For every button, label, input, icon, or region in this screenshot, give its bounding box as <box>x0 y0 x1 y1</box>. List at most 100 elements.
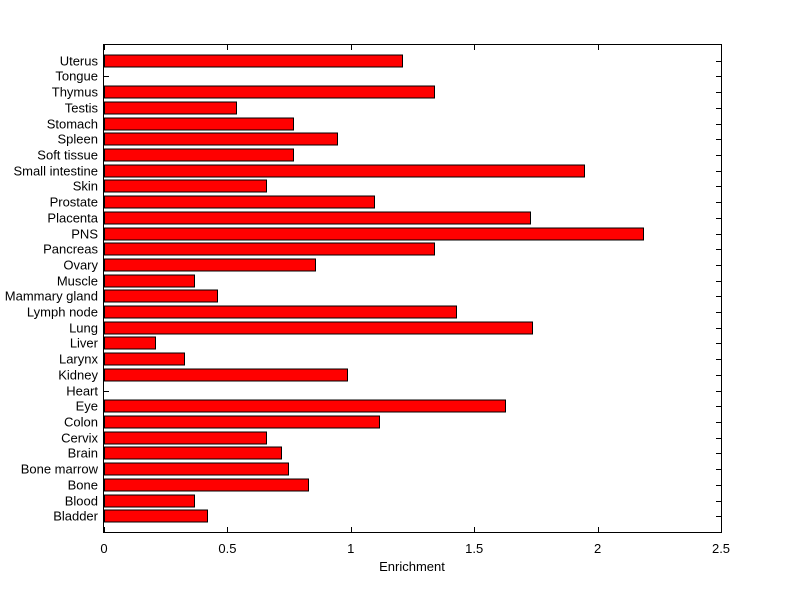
x-tick-label: 0 <box>100 541 108 556</box>
y-tick-right <box>716 312 721 314</box>
y-tick-label: Pancreas <box>43 241 98 257</box>
bar-eye <box>104 399 507 413</box>
y-tick-label: Bone <box>67 477 98 493</box>
x-tick-bottom <box>227 527 229 532</box>
bar-soft-tissue <box>104 148 295 162</box>
y-tick-label: Muscle <box>56 273 98 289</box>
y-tick-right <box>716 422 721 424</box>
x-tick-label: 1 <box>347 541 355 556</box>
bar-pancreas <box>104 242 435 256</box>
y-tick-label: Colon <box>64 414 98 430</box>
y-tick-label: Tongue <box>55 68 98 84</box>
y-tick-label: Thymus <box>51 84 98 100</box>
y-tick-label: Skin <box>72 178 98 194</box>
y-tick-right <box>716 264 721 266</box>
bar-testis <box>104 101 238 115</box>
y-tick-right <box>716 202 721 204</box>
y-tick-right <box>716 390 721 392</box>
y-tick-right <box>716 296 721 298</box>
bar-lymph-node <box>104 305 457 319</box>
y-tick-label: Bone marrow <box>20 461 98 477</box>
bar-prostate <box>104 195 376 209</box>
x-tick-top <box>474 45 476 50</box>
y-tick-label: Spleen <box>57 131 98 147</box>
bar-bone <box>104 478 309 492</box>
x-tick-label: 2 <box>593 541 602 556</box>
y-tick-label: Bladder <box>53 508 98 524</box>
bar-blood <box>104 494 196 508</box>
x-tick-label: 2.5 <box>711 541 731 556</box>
x-tick-bottom <box>721 527 722 532</box>
x-tick-top <box>350 45 352 50</box>
bar-small-intestine <box>104 164 586 178</box>
x-tick-label: 1.5 <box>465 541 484 556</box>
bar-uterus <box>104 54 403 68</box>
bar-mammary-gland <box>104 289 218 303</box>
y-tick-right <box>716 327 721 329</box>
x-axis-title: Enrichment <box>379 559 445 574</box>
y-tick-label: Larynx <box>58 351 98 367</box>
x-tick-label: 0.5 <box>218 541 237 556</box>
y-tick-right <box>716 469 721 471</box>
bar-brain <box>104 446 282 460</box>
y-tick-label: Heart <box>66 383 98 399</box>
y-tick-right <box>716 217 721 219</box>
x-tick-top <box>721 45 722 50</box>
x-tick-bottom <box>104 527 105 532</box>
y-tick-label: Small intestine <box>13 163 98 179</box>
y-tick-label: Brain <box>67 445 98 461</box>
y-tick-right <box>716 359 721 361</box>
y-tick-left <box>104 76 109 78</box>
y-tick-label: Liver <box>69 335 98 351</box>
x-tick-top <box>597 45 599 50</box>
y-tick-right <box>716 516 721 518</box>
y-tick-label: Cervix <box>61 430 98 446</box>
y-tick-right <box>716 343 721 345</box>
y-tick-right <box>716 453 721 455</box>
bar-bone-marrow <box>104 462 290 476</box>
y-tick-right <box>716 139 721 141</box>
y-tick-right <box>716 374 721 376</box>
y-tick-right <box>716 92 721 94</box>
y-tick-right <box>716 123 721 125</box>
y-tick-label: Prostate <box>49 194 98 210</box>
x-tick-bottom <box>597 527 599 532</box>
bar-kidney <box>104 368 349 382</box>
x-tick-bottom <box>350 527 352 532</box>
y-tick-label: Uterus <box>59 53 98 69</box>
y-tick-right <box>716 500 721 502</box>
y-tick-right <box>716 406 721 408</box>
y-tick-label: Stomach <box>46 116 98 132</box>
y-tick-right <box>716 60 721 62</box>
bar-cervix <box>104 431 267 445</box>
y-tick-right <box>716 76 721 78</box>
bar-spleen <box>104 132 339 146</box>
y-tick-label: Testis <box>64 100 98 116</box>
y-tick-right <box>716 249 721 251</box>
y-tick-label: PNS <box>71 226 98 242</box>
bar-bladder <box>104 509 208 523</box>
bar-larynx <box>104 352 186 366</box>
bar-stomach <box>104 117 295 131</box>
plot-area <box>103 44 722 533</box>
y-tick-label: Lung <box>69 320 98 336</box>
bar-pns <box>104 227 645 241</box>
y-tick-right <box>716 154 721 156</box>
bar-placenta <box>104 211 531 225</box>
y-tick-right <box>716 170 721 172</box>
y-tick-label: Ovary <box>63 257 98 273</box>
y-tick-right <box>716 186 721 188</box>
y-tick-label: Soft tissue <box>37 147 98 163</box>
y-tick-right <box>716 280 721 282</box>
bar-ovary <box>104 258 317 272</box>
y-tick-left <box>104 390 109 392</box>
y-tick-right <box>716 437 721 439</box>
y-tick-right <box>716 107 721 109</box>
x-tick-top <box>104 45 105 50</box>
y-tick-label: Lymph node <box>26 304 98 320</box>
y-tick-label: Eye <box>75 398 98 414</box>
bar-liver <box>104 336 156 350</box>
y-tick-label: Blood <box>64 493 98 509</box>
y-tick-right <box>716 484 721 486</box>
